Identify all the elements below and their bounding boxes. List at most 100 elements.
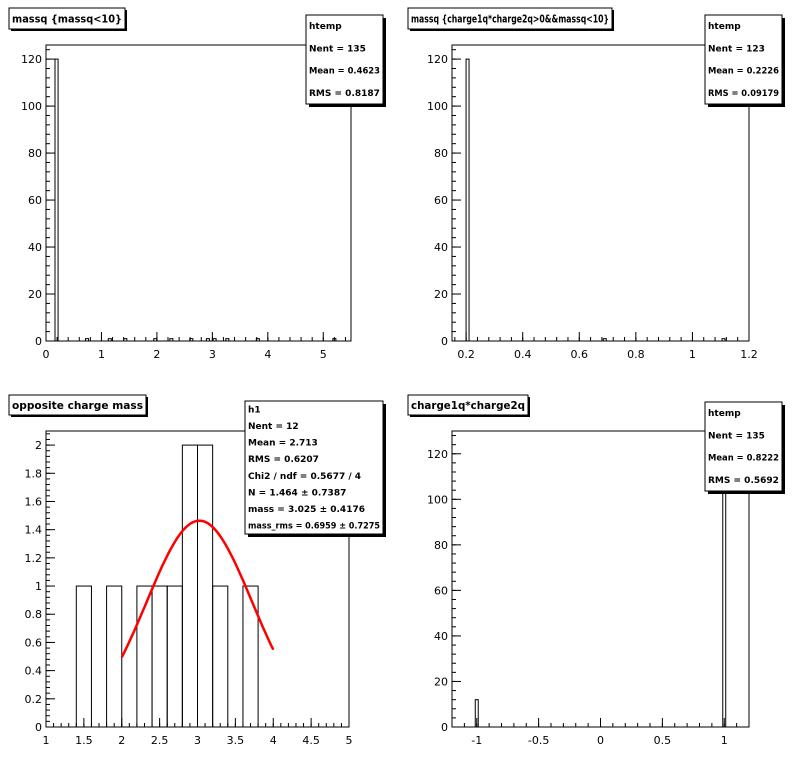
stats-name: htemp — [309, 22, 342, 32]
histogram-bar — [123, 338, 128, 342]
y-tick-label: 2 — [35, 439, 42, 452]
x-tick-label: 2.5 — [151, 734, 169, 747]
stats-row: Nent = 135 — [708, 431, 765, 441]
y-tick-label: 20 — [28, 288, 42, 301]
x-tick-label: 3 — [209, 348, 216, 361]
stats-row: RMS = 0.5692 — [708, 476, 779, 486]
histogram-bar — [75, 585, 92, 728]
x-tick-label: 5 — [320, 348, 327, 361]
title-box — [8, 7, 126, 30]
y-tick-label: 0 — [35, 721, 42, 734]
stats-box — [244, 400, 384, 535]
title-box — [407, 394, 529, 416]
y-tick-label: 0.2 — [25, 693, 43, 706]
histogram-bar — [166, 585, 183, 728]
y-tick-label: 80 — [434, 539, 448, 552]
chart-title: massq {massq<10} — [12, 13, 122, 26]
x-tick-label: 0.4 — [514, 348, 532, 361]
stats-row: Chi2 / ndf = 0.5677 / 4 — [248, 472, 361, 482]
histogram-bar — [181, 444, 199, 728]
stats-row: Nent = 135 — [309, 44, 366, 54]
stats-row: N = 1.464 ± 0.7387 — [248, 488, 346, 498]
y-tick-label: 120 — [21, 53, 42, 66]
plot-frame — [451, 44, 750, 342]
stats-row: mass = 3.025 ± 0.4176 — [248, 505, 365, 515]
x-tick-label: 3.5 — [227, 734, 245, 747]
chart-title: massq {charge1q*charge2q>0&&massq<10} — [411, 13, 609, 26]
x-tick-label: 0 — [43, 348, 50, 361]
histogram-bar — [212, 585, 229, 728]
title-box — [8, 394, 147, 416]
y-tick-label: 0 — [441, 335, 448, 348]
histogram-bar — [169, 338, 174, 342]
histogram-bar — [602, 338, 607, 342]
stats-row: Mean = 2.713 — [248, 439, 318, 449]
histogram-bar — [107, 338, 112, 342]
x-tick-label: 0.6 — [571, 348, 589, 361]
y-tick-label: 120 — [427, 53, 448, 66]
chart-panel-4: -1 -0.5 0 0.5 1 0 20 40 60 80 100 120 charge1q*charg… — [407, 394, 785, 747]
y-tick-label: 40 — [28, 241, 42, 254]
chart-title: opposite charge mass — [12, 399, 143, 412]
x-tick-label: 4 — [270, 734, 277, 747]
stats-name: h1 — [248, 405, 261, 415]
x-tick-label: 0 — [597, 734, 604, 747]
chart-panel-2: 0.2 0.4 0.6 0.8 1 1.2 0 20 40 60 80 100 120 massq {ch… — [407, 7, 785, 361]
x-tick-label: 2 — [118, 734, 125, 747]
y-tick-label: 100 — [427, 100, 448, 113]
stats-row: Nent = 123 — [708, 44, 765, 54]
y-tick-label: 1 — [35, 580, 42, 593]
x-tick-label: 1.5 — [75, 734, 93, 747]
x-tick-label: 4.5 — [302, 734, 320, 747]
y-tick-label: 1.6 — [25, 495, 43, 508]
y-tick-label: 20 — [434, 288, 448, 301]
stats-row: Mean = 0.4623 — [309, 67, 380, 77]
histogram-bar — [212, 338, 217, 342]
y-tick-label: 1.2 — [25, 552, 43, 565]
x-tick-label: 0.8 — [627, 348, 645, 361]
x-tick-label: 1.2 — [740, 348, 758, 361]
fit-curve — [120, 519, 275, 658]
plot-frame — [451, 430, 750, 728]
x-tick-label: -1 — [471, 734, 482, 747]
y-tick-label: 20 — [434, 675, 448, 688]
x-tick-label: -0.5 — [528, 734, 549, 747]
stats-row: RMS = 0.09179 — [708, 89, 779, 99]
y-tick-label: 0 — [35, 335, 42, 348]
x-tick-label: 1 — [98, 348, 105, 361]
x-tick-label: 3 — [194, 734, 201, 747]
x-tick-label: 1 — [43, 734, 50, 747]
x-tick-label: 0.5 — [654, 734, 672, 747]
y-tick-label: 80 — [28, 147, 42, 160]
stats-box — [704, 401, 783, 492]
y-tick-label: 100 — [427, 493, 448, 506]
stats-row: RMS = 0.6207 — [248, 455, 319, 465]
stats-row: RMS = 0.8187 — [309, 89, 380, 99]
histogram-bar — [54, 58, 59, 342]
histogram-bar — [205, 338, 210, 342]
stats-name: htemp — [708, 409, 741, 419]
y-tick-label: 40 — [434, 241, 448, 254]
histogram-bar — [225, 338, 230, 342]
y-tick-label: 1.8 — [25, 467, 43, 480]
y-tick-label: 40 — [434, 630, 448, 643]
y-tick-label: 60 — [28, 194, 42, 207]
histogram-bar — [242, 585, 259, 728]
histogram-bar — [151, 585, 168, 728]
stats-box — [704, 14, 783, 105]
y-tick-label: 0.8 — [25, 608, 43, 621]
x-tick-label: 4 — [264, 348, 271, 361]
y-tick-label: 80 — [434, 147, 448, 160]
chart-panel-3: 1 1.5 2 2.5 3 3.5 4 4.5 5 0 0.2 0.4 0.6 0.8 1 1.2 1.4 1.6… — [8, 394, 386, 747]
chart-title: charge1q*charge2q — [411, 399, 525, 412]
y-tick-label: 1.4 — [25, 524, 43, 537]
histogram-bar — [85, 338, 90, 342]
title-box — [407, 7, 613, 30]
stats-box — [305, 14, 384, 105]
y-tick-label: 0.6 — [25, 636, 43, 649]
x-tick-label: 0.2 — [457, 348, 475, 361]
stats-row: Mean = 0.8222 — [708, 454, 779, 464]
y-tick-label: 60 — [434, 194, 448, 207]
plot-frame — [45, 44, 352, 342]
